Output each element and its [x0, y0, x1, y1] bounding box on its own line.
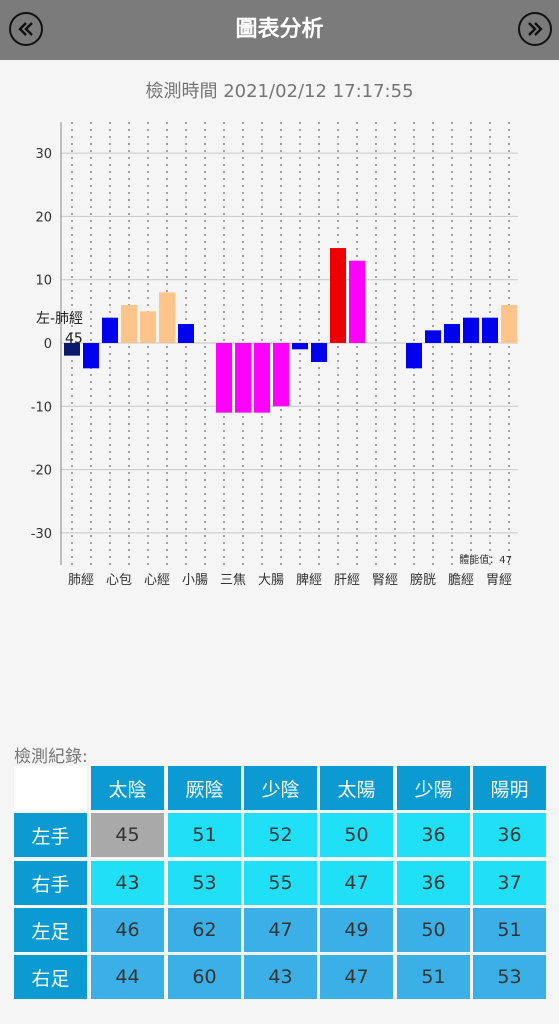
record-cell[interactable]: 50: [320, 813, 393, 857]
bar[interactable]: [501, 305, 517, 343]
record-cell[interactable]: 36: [397, 813, 470, 857]
x-tick-label: 膀胱: [410, 572, 436, 588]
record-cell[interactable]: 52: [244, 813, 317, 857]
bar[interactable]: [273, 343, 289, 407]
column-header: 陽明: [473, 766, 546, 810]
column-header: 太陽: [320, 766, 393, 810]
record-cell[interactable]: 49: [320, 908, 393, 952]
y-tick-label: -30: [31, 527, 52, 542]
x-tick-label: 心經: [144, 573, 170, 588]
bar[interactable]: [159, 292, 175, 343]
record-cell[interactable]: 55: [244, 861, 317, 905]
x-tick-label: 大腸: [258, 573, 284, 588]
double-chevron-right-icon: [528, 22, 543, 36]
bar[interactable]: [311, 343, 327, 362]
record-cell[interactable]: 45: [91, 813, 164, 857]
record-cell[interactable]: 50: [397, 908, 470, 952]
bar[interactable]: [102, 317, 118, 343]
record-cell[interactable]: 60: [168, 955, 241, 999]
bar[interactable]: [178, 324, 194, 343]
row-header: 右手: [14, 861, 87, 905]
x-tick-label: 脾經: [296, 573, 322, 588]
column-header: 厥陰: [168, 766, 241, 810]
app-header: 圖表分析: [0, 0, 559, 60]
column-header: 太陰: [91, 766, 164, 810]
record-cell[interactable]: 53: [473, 955, 546, 999]
record-cell[interactable]: 43: [91, 861, 164, 905]
record-cell[interactable]: 36: [473, 813, 546, 857]
y-tick-label: 30: [35, 147, 52, 162]
x-tick-label: 小腸: [182, 573, 208, 588]
bar[interactable]: [463, 317, 479, 343]
bar[interactable]: [425, 330, 441, 343]
record-cell[interactable]: 47: [244, 908, 317, 952]
bar[interactable]: [121, 305, 137, 343]
record-cell[interactable]: 43: [244, 955, 317, 999]
y-tick-label: -20: [31, 464, 52, 479]
x-tick-label: 腎經: [372, 573, 398, 588]
x-tick-label: 肝經: [334, 573, 360, 588]
bar[interactable]: [83, 343, 99, 369]
row-header: 右足: [14, 955, 87, 999]
tooltip-value: 45: [65, 331, 83, 347]
meridian-bar-chart[interactable]: 30 20 10 0 -10 -20 -30 肺經 心包 心經 小腸 三焦 大腸 脾經 肝經 腎經 膀胱 膽經 胃經…: [0, 110, 559, 590]
tooltip-label: 左-肺經: [36, 311, 83, 327]
record-cell[interactable]: 46: [91, 908, 164, 952]
records-label: 檢測紀錄:: [14, 747, 88, 767]
y-tick-label: 20: [35, 210, 52, 225]
x-tick-label: 膽經: [448, 573, 474, 588]
y-tick-label: 0: [44, 337, 52, 352]
bar[interactable]: [254, 343, 270, 413]
x-tick-label: 心包: [106, 573, 132, 588]
prev-button[interactable]: [9, 12, 43, 46]
bar[interactable]: [64, 343, 80, 356]
bar[interactable]: [482, 317, 498, 343]
record-cell[interactable]: 44: [91, 955, 164, 999]
bar[interactable]: [140, 311, 156, 343]
bar[interactable]: [292, 343, 308, 350]
x-tick-label: 肺經: [68, 573, 94, 588]
bar[interactable]: [444, 324, 460, 343]
record-cell[interactable]: 47: [320, 955, 393, 999]
x-tick-label: 胃經: [486, 573, 512, 588]
y-tick-label: 10: [35, 274, 52, 289]
bar[interactable]: [216, 343, 232, 413]
record-cell[interactable]: 53: [168, 861, 241, 905]
column-header: 少陰: [244, 766, 317, 810]
stamina-footnote: 體能值：47: [459, 553, 512, 566]
row-header: 左手: [14, 813, 87, 857]
bar[interactable]: [235, 343, 251, 413]
record-cell[interactable]: 51: [397, 955, 470, 999]
bar[interactable]: [349, 260, 365, 343]
record-cell[interactable]: 36: [397, 861, 470, 905]
record-cell[interactable]: 62: [168, 908, 241, 952]
record-cell[interactable]: 51: [168, 813, 241, 857]
next-button[interactable]: [518, 12, 552, 46]
record-cell[interactable]: 51: [473, 908, 546, 952]
page-title: 圖表分析: [235, 17, 324, 42]
record-cell[interactable]: 47: [320, 861, 393, 905]
row-header: 左足: [14, 908, 87, 952]
table-corner: [14, 766, 87, 810]
measure-time: 檢測時間 2021/02/12 17:17:55: [145, 81, 414, 102]
column-header: 少陽: [397, 766, 470, 810]
record-cell[interactable]: 37: [473, 861, 546, 905]
bar[interactable]: [406, 343, 422, 369]
y-tick-label: -10: [31, 400, 52, 415]
bar[interactable]: [330, 248, 346, 343]
x-tick-label: 三焦: [220, 573, 246, 588]
double-chevron-left-icon: [18, 22, 33, 36]
